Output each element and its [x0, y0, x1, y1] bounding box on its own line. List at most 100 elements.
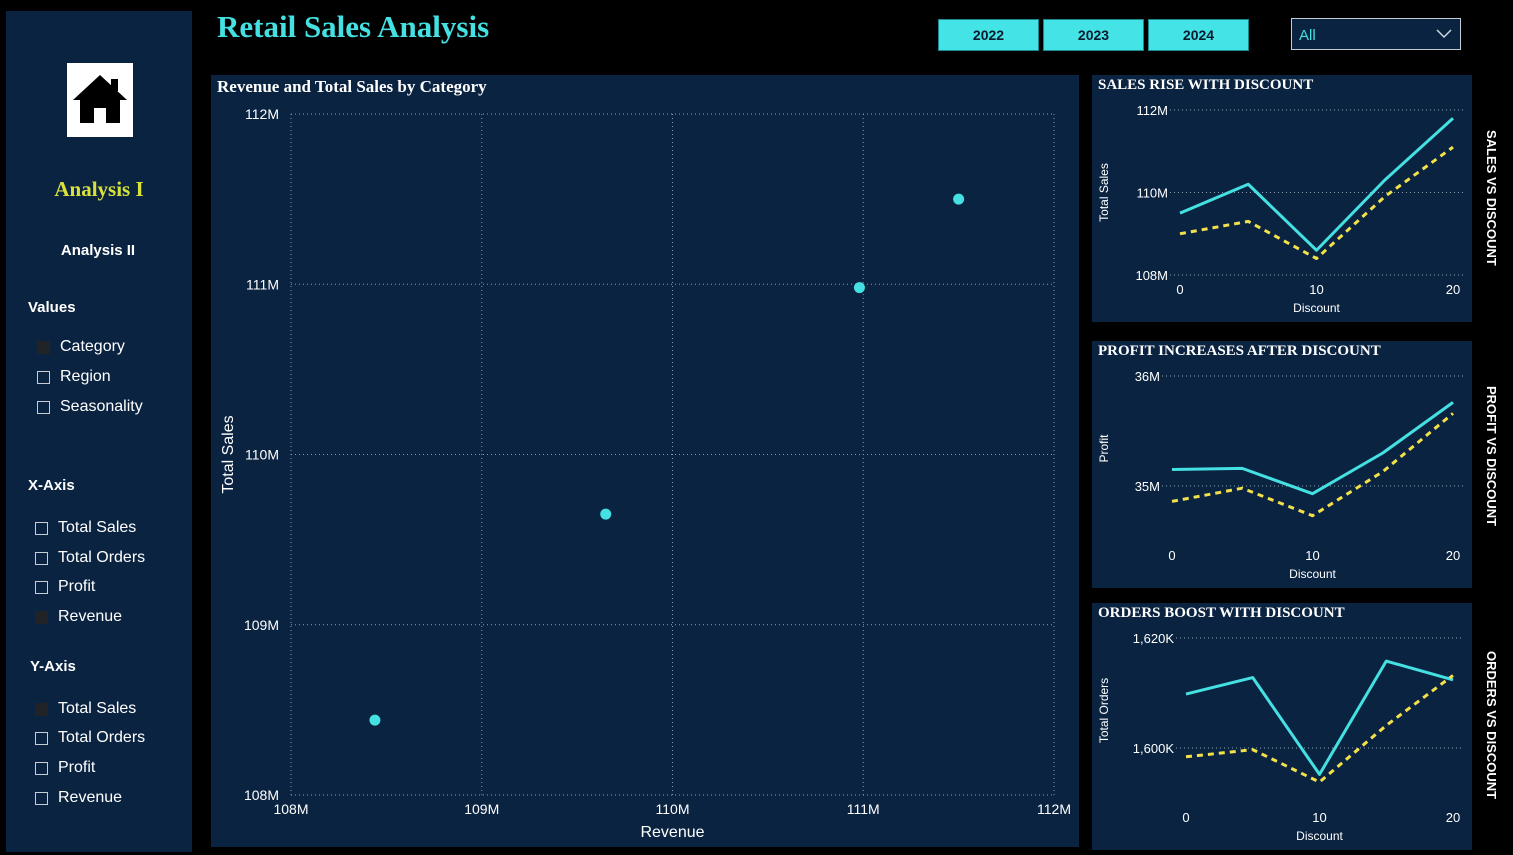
y-axis-label: Total Sales [1097, 163, 1111, 222]
checkbox-label: Total Orders [58, 549, 146, 566]
series-line-dashed [1179, 145, 1454, 260]
x-tick-label: 20 [1446, 548, 1460, 563]
x-tick-label: 108M [273, 801, 308, 817]
data-point [600, 508, 612, 520]
checkbox-label: Profit [58, 578, 96, 595]
x-tick-label: 110M [656, 801, 690, 817]
checkbox[interactable] [35, 551, 48, 565]
year-button-2022[interactable]: 2022 [938, 19, 1039, 51]
checkbox-label: Revenue [58, 608, 123, 625]
y-axis-label: Profit [1097, 434, 1111, 463]
checkbox[interactable] [37, 340, 50, 354]
series-line-solid [1179, 117, 1455, 252]
profit-discount-panel: PROFIT INCREASES AFTER DISCOUNT 35M 36M 0 10… [1092, 341, 1472, 588]
data-point [953, 193, 965, 205]
y-axis-heading: Y-Axis [30, 658, 76, 675]
x-axis-label: Revenue [640, 824, 704, 841]
x-tick-label: 10 [1309, 282, 1323, 297]
x-axis-option-total-orders[interactable]: Total Orders [35, 549, 145, 567]
chart-title: ORDERS BOOST WITH DISCOUNT [1098, 605, 1345, 621]
checkbox[interactable] [35, 702, 48, 716]
x-tick-label: 111M [847, 801, 880, 817]
x-tick-label: 0 [1176, 282, 1183, 297]
checkbox-label: Region [60, 368, 111, 385]
x-tick-label: 10 [1305, 548, 1319, 563]
values-option-category[interactable]: Category [37, 338, 125, 356]
page-title: Retail Sales Analysis [217, 9, 490, 44]
sales-discount-chart[interactable]: SALES RISE WITH DISCOUNT 108M 110M 112M 0 10 2… [1092, 75, 1472, 322]
series-line-dashed [1185, 674, 1454, 784]
y-tick-label: 109M [244, 617, 279, 633]
checkbox[interactable] [35, 580, 48, 594]
y-tick-label: 35M [1135, 479, 1160, 494]
checkbox-label: Profit [58, 759, 96, 776]
y-tick-label: 1,600K [1133, 741, 1175, 756]
sidebar: Analysis I Analysis II Values Category R… [6, 11, 192, 852]
x-axis-option-profit[interactable]: Profit [35, 578, 95, 596]
x-tick-label: 0 [1182, 810, 1189, 825]
x-tick-label: 20 [1446, 282, 1460, 297]
series-line-solid [1185, 659, 1454, 776]
nav-analysis-2[interactable]: Analysis II [60, 242, 136, 259]
sales-discount-panel: SALES RISE WITH DISCOUNT 108M 110M 112M 0 10 2… [1092, 75, 1472, 322]
year-button-2023[interactable]: 2023 [1043, 19, 1144, 51]
chart-title: PROFIT INCREASES AFTER DISCOUNT [1098, 343, 1381, 359]
x-tick-label: 10 [1312, 810, 1326, 825]
x-tick-label: 109M [464, 801, 499, 817]
side-label-profit: PROFIT VS DISCOUNT [1484, 386, 1499, 527]
x-axis-option-total-sales[interactable]: Total Sales [35, 519, 136, 537]
y-tick-label: 110M [1136, 186, 1168, 201]
y-axis-option-total-orders[interactable]: Total Orders [35, 729, 145, 747]
values-option-region[interactable]: Region [37, 368, 111, 386]
y-axis-option-total-sales[interactable]: Total Sales [35, 700, 136, 718]
y-tick-label: 111M [246, 276, 279, 292]
data-point [369, 714, 381, 726]
nav-analysis-1[interactable]: Analysis I [54, 177, 144, 201]
checkbox-label: Revenue [58, 789, 123, 806]
profit-discount-chart[interactable]: PROFIT INCREASES AFTER DISCOUNT 35M 36M 0 10… [1092, 341, 1472, 588]
x-axis-heading: X-Axis [28, 477, 75, 494]
x-tick-label: 20 [1446, 810, 1460, 825]
checkbox[interactable] [35, 791, 48, 805]
y-tick-label: 108M [244, 787, 279, 803]
side-label-sales: SALES VS DISCOUNT [1484, 130, 1499, 266]
y-axis-label: Total Orders [1097, 678, 1111, 743]
data-point [853, 282, 865, 294]
checkbox[interactable] [35, 731, 48, 745]
checkbox-label: Seasonality [60, 398, 143, 415]
y-axis-option-profit[interactable]: Profit [35, 759, 95, 777]
scatter-chart[interactable]: Revenue and Total Sales by Category108M1… [211, 75, 1079, 847]
series-line-dashed [1171, 412, 1454, 518]
year-button-2024[interactable]: 2024 [1148, 19, 1249, 51]
y-tick-label: 36M [1135, 369, 1160, 384]
x-axis-label: Discount [1293, 301, 1340, 315]
chart-title: Revenue and Total Sales by Category [217, 77, 487, 96]
checkbox-label: Total Sales [58, 700, 137, 717]
x-axis-label: Discount [1296, 829, 1343, 843]
checkbox[interactable] [35, 761, 48, 775]
y-tick-label: 1,620K [1133, 631, 1175, 646]
dropdown-value: All [1299, 27, 1316, 44]
checkbox[interactable] [37, 400, 50, 414]
chart-title: SALES RISE WITH DISCOUNT [1098, 77, 1313, 93]
orders-discount-panel: ORDERS BOOST WITH DISCOUNT 1,600K 1,620K 0 1… [1092, 603, 1472, 850]
checkbox-label: Total Orders [58, 729, 146, 746]
y-axis-option-revenue[interactable]: Revenue [35, 789, 122, 807]
checkbox[interactable] [37, 370, 50, 384]
checkbox-label: Total Sales [58, 519, 137, 536]
y-axis-label: Total Sales [220, 415, 237, 493]
home-button[interactable] [67, 63, 133, 137]
checkbox[interactable] [35, 610, 48, 624]
y-tick-label: 112M [1136, 103, 1168, 118]
x-tick-label: 0 [1168, 548, 1175, 563]
x-axis-label: Discount [1289, 567, 1336, 581]
orders-discount-chart[interactable]: ORDERS BOOST WITH DISCOUNT 1,600K 1,620K 0 1… [1092, 603, 1472, 850]
y-tick-label: 110M [245, 447, 279, 463]
values-option-seasonality[interactable]: Seasonality [37, 398, 143, 416]
chevron-down-icon [1436, 29, 1452, 39]
x-axis-option-revenue[interactable]: Revenue [35, 608, 122, 626]
filter-dropdown[interactable]: All [1291, 18, 1461, 50]
checkbox[interactable] [35, 521, 48, 535]
side-label-orders: ORDERS VS DISCOUNT [1484, 651, 1499, 800]
home-icon [73, 75, 127, 123]
